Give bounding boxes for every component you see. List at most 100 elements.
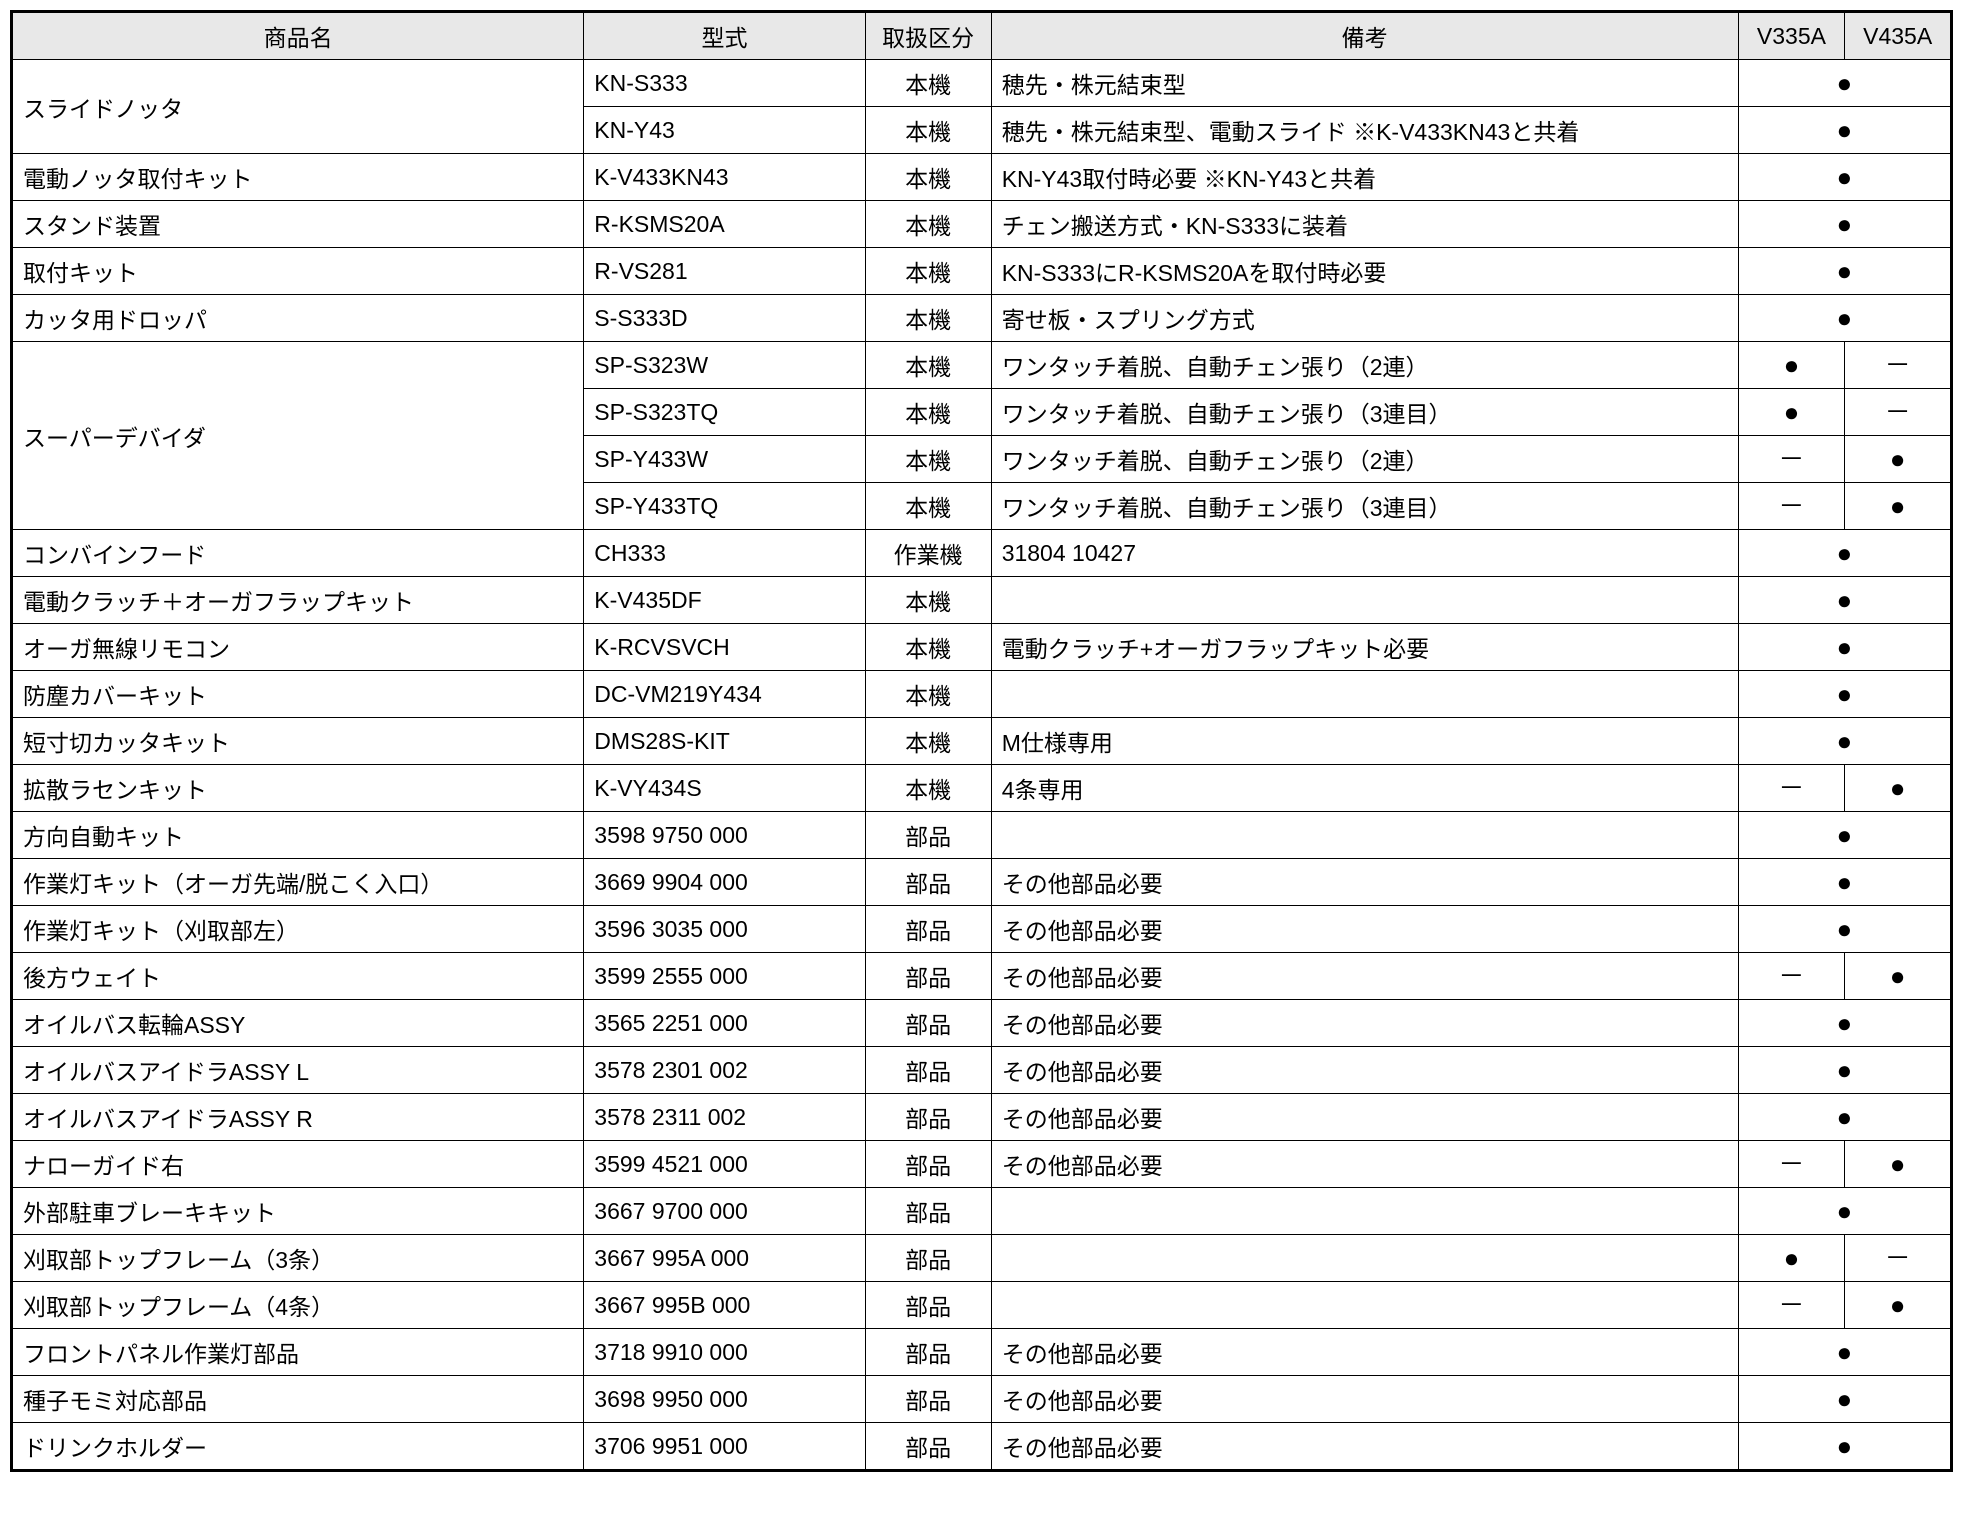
cell-model: 3698 9950 000 (584, 1376, 865, 1423)
cell-name: 短寸切カッタキット (12, 718, 584, 765)
cell-compat-both: ● (1738, 812, 1951, 859)
cell-note (991, 671, 1738, 718)
cell-model: 3667 995B 000 (584, 1282, 865, 1329)
cell-model: 3667 995A 000 (584, 1235, 865, 1282)
cell-name: 電動ノッタ取付キット (12, 154, 584, 201)
cell-name: フロントパネル作業灯部品 (12, 1329, 584, 1376)
table-row: スーパーデバイダSP-S323W本機ワンタッチ着脱、自動チェン張り（2連）●－ (12, 342, 1952, 389)
cell-model: 3578 2301 002 (584, 1047, 865, 1094)
cell-name: 拡散ラセンキット (12, 765, 584, 812)
cell-type: 本機 (865, 107, 991, 154)
cell-type: 本機 (865, 436, 991, 483)
cell-note: ワンタッチ着脱、自動チェン張り（3連目） (991, 483, 1738, 530)
cell-compat-v2: － (1845, 389, 1952, 436)
cell-compat-both: ● (1738, 248, 1951, 295)
cell-type: 本機 (865, 248, 991, 295)
cell-compat-both: ● (1738, 671, 1951, 718)
cell-type: 部品 (865, 906, 991, 953)
cell-note: その他部品必要 (991, 1329, 1738, 1376)
cell-note (991, 577, 1738, 624)
cell-note: その他部品必要 (991, 1423, 1738, 1471)
cell-compat-v2: ● (1845, 483, 1952, 530)
table-row: 後方ウェイト3599 2555 000部品その他部品必要－● (12, 953, 1952, 1000)
cell-type: 部品 (865, 953, 991, 1000)
table-row: 電動クラッチ＋オーガフラップキットK-V435DF本機● (12, 577, 1952, 624)
cell-compat-both: ● (1738, 154, 1951, 201)
cell-note: KN-S333にR-KSMS20Aを取付時必要 (991, 248, 1738, 295)
table-row: 作業灯キット（刈取部左）3596 3035 000部品その他部品必要● (12, 906, 1952, 953)
cell-note (991, 1282, 1738, 1329)
cell-model: DC-VM219Y434 (584, 671, 865, 718)
cell-name: スタンド装置 (12, 201, 584, 248)
header-name: 商品名 (12, 12, 584, 60)
table-row: ナローガイド右3599 4521 000部品その他部品必要－● (12, 1141, 1952, 1188)
cell-type: 本機 (865, 154, 991, 201)
table-row: オーガ無線リモコンK-RCVSVCH本機電動クラッチ+オーガフラップキット必要● (12, 624, 1952, 671)
cell-model: K-V435DF (584, 577, 865, 624)
cell-note: ワンタッチ着脱、自動チェン張り（2連） (991, 342, 1738, 389)
cell-name: オイルバス転輪ASSY (12, 1000, 584, 1047)
cell-type: 部品 (865, 1188, 991, 1235)
cell-model: R-VS281 (584, 248, 865, 295)
cell-model: 3599 2555 000 (584, 953, 865, 1000)
cell-model: 3599 4521 000 (584, 1141, 865, 1188)
cell-note: 電動クラッチ+オーガフラップキット必要 (991, 624, 1738, 671)
cell-name: オイルバスアイドラASSY L (12, 1047, 584, 1094)
table-row: オイルバスアイドラASSY R3578 2311 002部品その他部品必要● (12, 1094, 1952, 1141)
header-model: 型式 (584, 12, 865, 60)
table-row: スライドノッタKN-S333本機穂先・株元結束型● (12, 60, 1952, 107)
cell-name: 作業灯キット（刈取部左） (12, 906, 584, 953)
cell-compat-both: ● (1738, 1423, 1951, 1471)
cell-model: 3706 9951 000 (584, 1423, 865, 1471)
table-row: 種子モミ対応部品3698 9950 000部品その他部品必要● (12, 1376, 1952, 1423)
cell-name: 方向自動キット (12, 812, 584, 859)
cell-type: 本機 (865, 671, 991, 718)
cell-model: 3598 9750 000 (584, 812, 865, 859)
header-row: 商品名 型式 取扱区分 備考 V335A V435A (12, 12, 1952, 60)
cell-compat-v2: ● (1845, 765, 1952, 812)
cell-type: 作業機 (865, 530, 991, 577)
cell-type: 本機 (865, 295, 991, 342)
table-row: 刈取部トップフレーム（4条）3667 995B 000部品－● (12, 1282, 1952, 1329)
cell-model: SP-S323TQ (584, 389, 865, 436)
table-row: コンバインフードCH333作業機31804 10427● (12, 530, 1952, 577)
table-row: 拡散ラセンキットK-VY434S本機4条専用－● (12, 765, 1952, 812)
cell-note: 寄せ板・スプリング方式 (991, 295, 1738, 342)
cell-model: 3669 9904 000 (584, 859, 865, 906)
header-v1: V335A (1738, 12, 1845, 60)
cell-type: 部品 (865, 1141, 991, 1188)
cell-compat-v1: ● (1738, 1235, 1845, 1282)
cell-type: 本機 (865, 718, 991, 765)
cell-type: 本機 (865, 577, 991, 624)
cell-model: 3718 9910 000 (584, 1329, 865, 1376)
cell-note: その他部品必要 (991, 1094, 1738, 1141)
cell-note: その他部品必要 (991, 1000, 1738, 1047)
table-row: 防塵カバーキットDC-VM219Y434本機● (12, 671, 1952, 718)
cell-compat-both: ● (1738, 1094, 1951, 1141)
cell-type: 部品 (865, 1235, 991, 1282)
cell-name: ナローガイド右 (12, 1141, 584, 1188)
cell-compat-both: ● (1738, 530, 1951, 577)
cell-compat-both: ● (1738, 107, 1951, 154)
cell-compat-v1: ● (1738, 389, 1845, 436)
cell-model: KN-S333 (584, 60, 865, 107)
cell-compat-v1: － (1738, 953, 1845, 1000)
cell-name: スライドノッタ (12, 60, 584, 154)
cell-note (991, 812, 1738, 859)
cell-note: チェン搬送方式・KN-S333に装着 (991, 201, 1738, 248)
table-row: 取付キットR-VS281本機KN-S333にR-KSMS20Aを取付時必要● (12, 248, 1952, 295)
cell-compat-v2: ● (1845, 1141, 1952, 1188)
cell-model: 3667 9700 000 (584, 1188, 865, 1235)
cell-compat-v2: ● (1845, 436, 1952, 483)
cell-note: その他部品必要 (991, 1047, 1738, 1094)
cell-model: CH333 (584, 530, 865, 577)
cell-note: 31804 10427 (991, 530, 1738, 577)
table-row: 作業灯キット（オーガ先端/脱こく入口）3669 9904 000部品その他部品必… (12, 859, 1952, 906)
cell-model: SP-Y433TQ (584, 483, 865, 530)
cell-model: SP-S323W (584, 342, 865, 389)
cell-compat-both: ● (1738, 718, 1951, 765)
cell-type: 部品 (865, 1094, 991, 1141)
cell-type: 本機 (865, 765, 991, 812)
cell-compat-both: ● (1738, 295, 1951, 342)
cell-model: 3578 2311 002 (584, 1094, 865, 1141)
